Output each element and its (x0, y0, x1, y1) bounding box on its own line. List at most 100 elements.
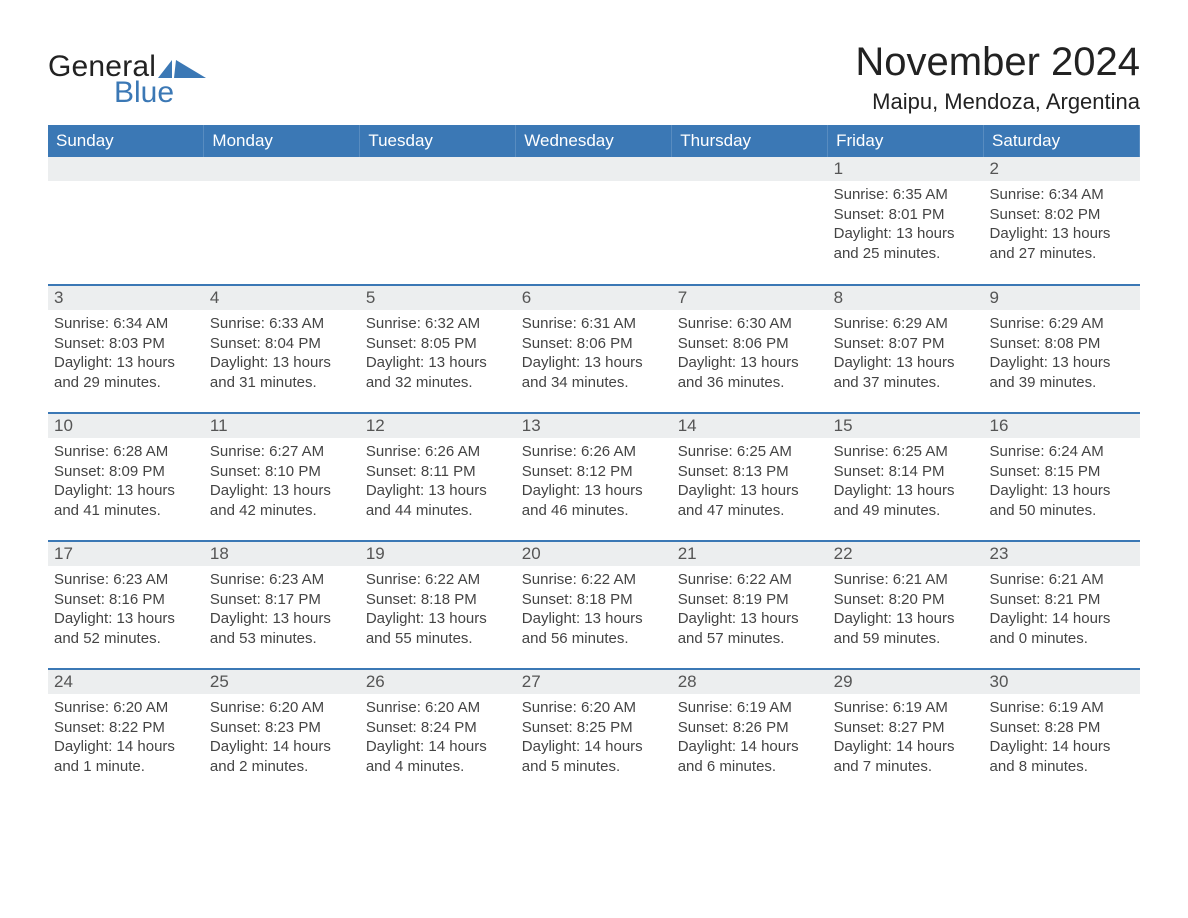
weekday-header: Sunday (48, 125, 204, 157)
sunrise-text: Sunrise: 6:33 AM (210, 314, 354, 334)
sunset-text: Sunset: 8:18 PM (366, 590, 510, 610)
weekday-header: Thursday (672, 125, 828, 157)
day-number: 21 (672, 542, 828, 566)
calendar-day-cell: 9Sunrise: 6:29 AMSunset: 8:08 PMDaylight… (984, 285, 1140, 413)
calendar-day-cell: 30Sunrise: 6:19 AMSunset: 8:28 PMDayligh… (984, 669, 1140, 797)
daylight2-text: and 34 minutes. (522, 373, 666, 393)
sunset-text: Sunset: 8:05 PM (366, 334, 510, 354)
sunset-text: Sunset: 8:14 PM (834, 462, 978, 482)
sunset-text: Sunset: 8:09 PM (54, 462, 198, 482)
daylight1-text: Daylight: 13 hours (834, 609, 978, 629)
sunset-text: Sunset: 8:13 PM (678, 462, 822, 482)
calendar-week-row: 24Sunrise: 6:20 AMSunset: 8:22 PMDayligh… (48, 669, 1140, 797)
calendar-day-cell: 29Sunrise: 6:19 AMSunset: 8:27 PMDayligh… (828, 669, 984, 797)
location-subtitle: Maipu, Mendoza, Argentina (855, 89, 1140, 115)
sunrise-text: Sunrise: 6:29 AM (834, 314, 978, 334)
sunrise-text: Sunrise: 6:34 AM (990, 185, 1134, 205)
day-number: 23 (984, 542, 1140, 566)
empty-day (48, 157, 204, 181)
sunset-text: Sunset: 8:03 PM (54, 334, 198, 354)
sunset-text: Sunset: 8:15 PM (990, 462, 1134, 482)
day-details: Sunrise: 6:23 AMSunset: 8:16 PMDaylight:… (48, 566, 204, 658)
daylight1-text: Daylight: 13 hours (678, 481, 822, 501)
sunset-text: Sunset: 8:06 PM (678, 334, 822, 354)
sunset-text: Sunset: 8:12 PM (522, 462, 666, 482)
weekday-header: Friday (828, 125, 984, 157)
sunset-text: Sunset: 8:28 PM (990, 718, 1134, 738)
empty-day (516, 157, 672, 181)
daylight2-text: and 42 minutes. (210, 501, 354, 521)
day-number: 26 (360, 670, 516, 694)
day-number: 1 (828, 157, 984, 181)
sunrise-text: Sunrise: 6:25 AM (834, 442, 978, 462)
sail-icon (158, 58, 206, 78)
day-details: Sunrise: 6:20 AMSunset: 8:23 PMDaylight:… (204, 694, 360, 786)
sunset-text: Sunset: 8:20 PM (834, 590, 978, 610)
daylight2-text: and 50 minutes. (990, 501, 1134, 521)
calendar-day-cell (204, 157, 360, 285)
daylight2-text: and 47 minutes. (678, 501, 822, 521)
daylight2-text: and 4 minutes. (366, 757, 510, 777)
day-details: Sunrise: 6:22 AMSunset: 8:19 PMDaylight:… (672, 566, 828, 658)
daylight2-text: and 32 minutes. (366, 373, 510, 393)
day-number: 13 (516, 414, 672, 438)
day-number: 2 (984, 157, 1140, 181)
day-details: Sunrise: 6:34 AMSunset: 8:02 PMDaylight:… (984, 181, 1140, 273)
calendar-day-cell: 25Sunrise: 6:20 AMSunset: 8:23 PMDayligh… (204, 669, 360, 797)
sunrise-text: Sunrise: 6:32 AM (366, 314, 510, 334)
day-details: Sunrise: 6:21 AMSunset: 8:21 PMDaylight:… (984, 566, 1140, 658)
daylight2-text: and 6 minutes. (678, 757, 822, 777)
day-number: 7 (672, 286, 828, 310)
daylight2-text: and 0 minutes. (990, 629, 1134, 649)
daylight1-text: Daylight: 13 hours (522, 609, 666, 629)
daylight2-text: and 49 minutes. (834, 501, 978, 521)
daylight1-text: Daylight: 13 hours (210, 609, 354, 629)
calendar-day-cell: 23Sunrise: 6:21 AMSunset: 8:21 PMDayligh… (984, 541, 1140, 669)
calendar-day-cell: 20Sunrise: 6:22 AMSunset: 8:18 PMDayligh… (516, 541, 672, 669)
daylight1-text: Daylight: 13 hours (678, 353, 822, 373)
sunrise-text: Sunrise: 6:21 AM (990, 570, 1134, 590)
daylight2-text: and 2 minutes. (210, 757, 354, 777)
day-number: 3 (48, 286, 204, 310)
empty-day (204, 157, 360, 181)
sunset-text: Sunset: 8:23 PM (210, 718, 354, 738)
day-number: 9 (984, 286, 1140, 310)
day-details: Sunrise: 6:20 AMSunset: 8:22 PMDaylight:… (48, 694, 204, 786)
calendar-day-cell (516, 157, 672, 285)
day-number: 10 (48, 414, 204, 438)
day-number: 27 (516, 670, 672, 694)
calendar-day-cell: 22Sunrise: 6:21 AMSunset: 8:20 PMDayligh… (828, 541, 984, 669)
day-number: 18 (204, 542, 360, 566)
day-details: Sunrise: 6:26 AMSunset: 8:12 PMDaylight:… (516, 438, 672, 530)
sunrise-text: Sunrise: 6:26 AM (366, 442, 510, 462)
sunrise-text: Sunrise: 6:23 AM (210, 570, 354, 590)
daylight2-text: and 41 minutes. (54, 501, 198, 521)
daylight1-text: Daylight: 13 hours (990, 481, 1134, 501)
daylight2-text: and 1 minute. (54, 757, 198, 777)
daylight1-text: Daylight: 13 hours (54, 353, 198, 373)
sunset-text: Sunset: 8:11 PM (366, 462, 510, 482)
sunrise-text: Sunrise: 6:22 AM (366, 570, 510, 590)
calendar-day-cell: 19Sunrise: 6:22 AMSunset: 8:18 PMDayligh… (360, 541, 516, 669)
daylight2-text: and 57 minutes. (678, 629, 822, 649)
calendar-day-cell: 16Sunrise: 6:24 AMSunset: 8:15 PMDayligh… (984, 413, 1140, 541)
day-number: 12 (360, 414, 516, 438)
day-number: 6 (516, 286, 672, 310)
daylight1-text: Daylight: 13 hours (366, 481, 510, 501)
day-details: Sunrise: 6:25 AMSunset: 8:13 PMDaylight:… (672, 438, 828, 530)
daylight2-text: and 44 minutes. (366, 501, 510, 521)
daylight1-text: Daylight: 14 hours (522, 737, 666, 757)
day-details: Sunrise: 6:30 AMSunset: 8:06 PMDaylight:… (672, 310, 828, 402)
daylight1-text: Daylight: 14 hours (54, 737, 198, 757)
day-number: 8 (828, 286, 984, 310)
daylight2-text: and 27 minutes. (990, 244, 1134, 264)
daylight1-text: Daylight: 13 hours (990, 353, 1134, 373)
day-details: Sunrise: 6:33 AMSunset: 8:04 PMDaylight:… (204, 310, 360, 402)
daylight1-text: Daylight: 13 hours (834, 353, 978, 373)
daylight2-text: and 29 minutes. (54, 373, 198, 393)
calendar-day-cell: 15Sunrise: 6:25 AMSunset: 8:14 PMDayligh… (828, 413, 984, 541)
sunrise-text: Sunrise: 6:21 AM (834, 570, 978, 590)
day-details: Sunrise: 6:19 AMSunset: 8:26 PMDaylight:… (672, 694, 828, 786)
daylight2-text: and 39 minutes. (990, 373, 1134, 393)
day-number: 29 (828, 670, 984, 694)
